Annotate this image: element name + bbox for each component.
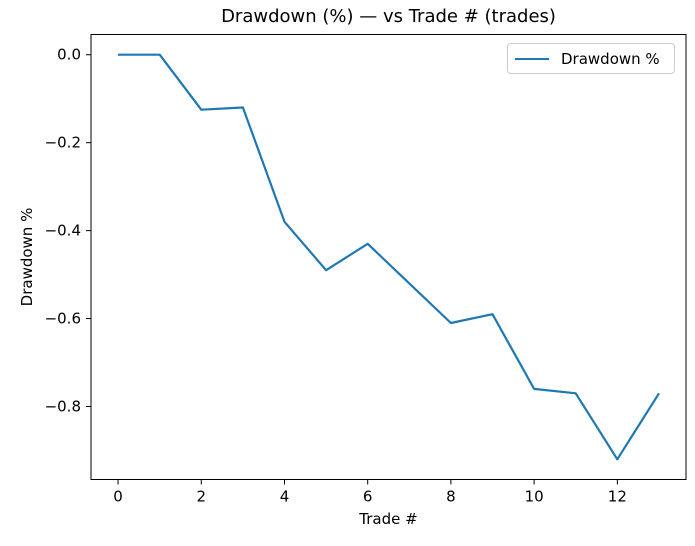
legend: Drawdown % [507, 43, 675, 74]
x-axis-label: Trade # [359, 510, 418, 528]
y-tick-label: −0.2 [45, 134, 81, 152]
x-tick-label: 6 [363, 488, 373, 506]
drawdown-line [118, 53, 660, 461]
legend-line-sample [515, 57, 549, 60]
y-tick-label: −0.8 [45, 398, 81, 416]
y-tick-label: −0.4 [45, 222, 81, 240]
chart-title: Drawdown (%) — vs Trade # (trades) [221, 6, 556, 27]
x-tick-label: 2 [196, 488, 206, 506]
plot-frame [90, 34, 687, 480]
legend-label: Drawdown % [561, 49, 660, 68]
y-tick-label: −0.6 [45, 310, 81, 328]
x-tick-label: 10 [525, 488, 544, 506]
x-tick-label: 0 [113, 488, 123, 506]
y-axis-label: Drawdown % [18, 207, 36, 307]
y-tick-label: 0.0 [57, 46, 81, 64]
x-tick-label: 8 [446, 488, 456, 506]
x-tick-label: 4 [280, 488, 290, 506]
x-tick-label: 12 [608, 488, 627, 506]
